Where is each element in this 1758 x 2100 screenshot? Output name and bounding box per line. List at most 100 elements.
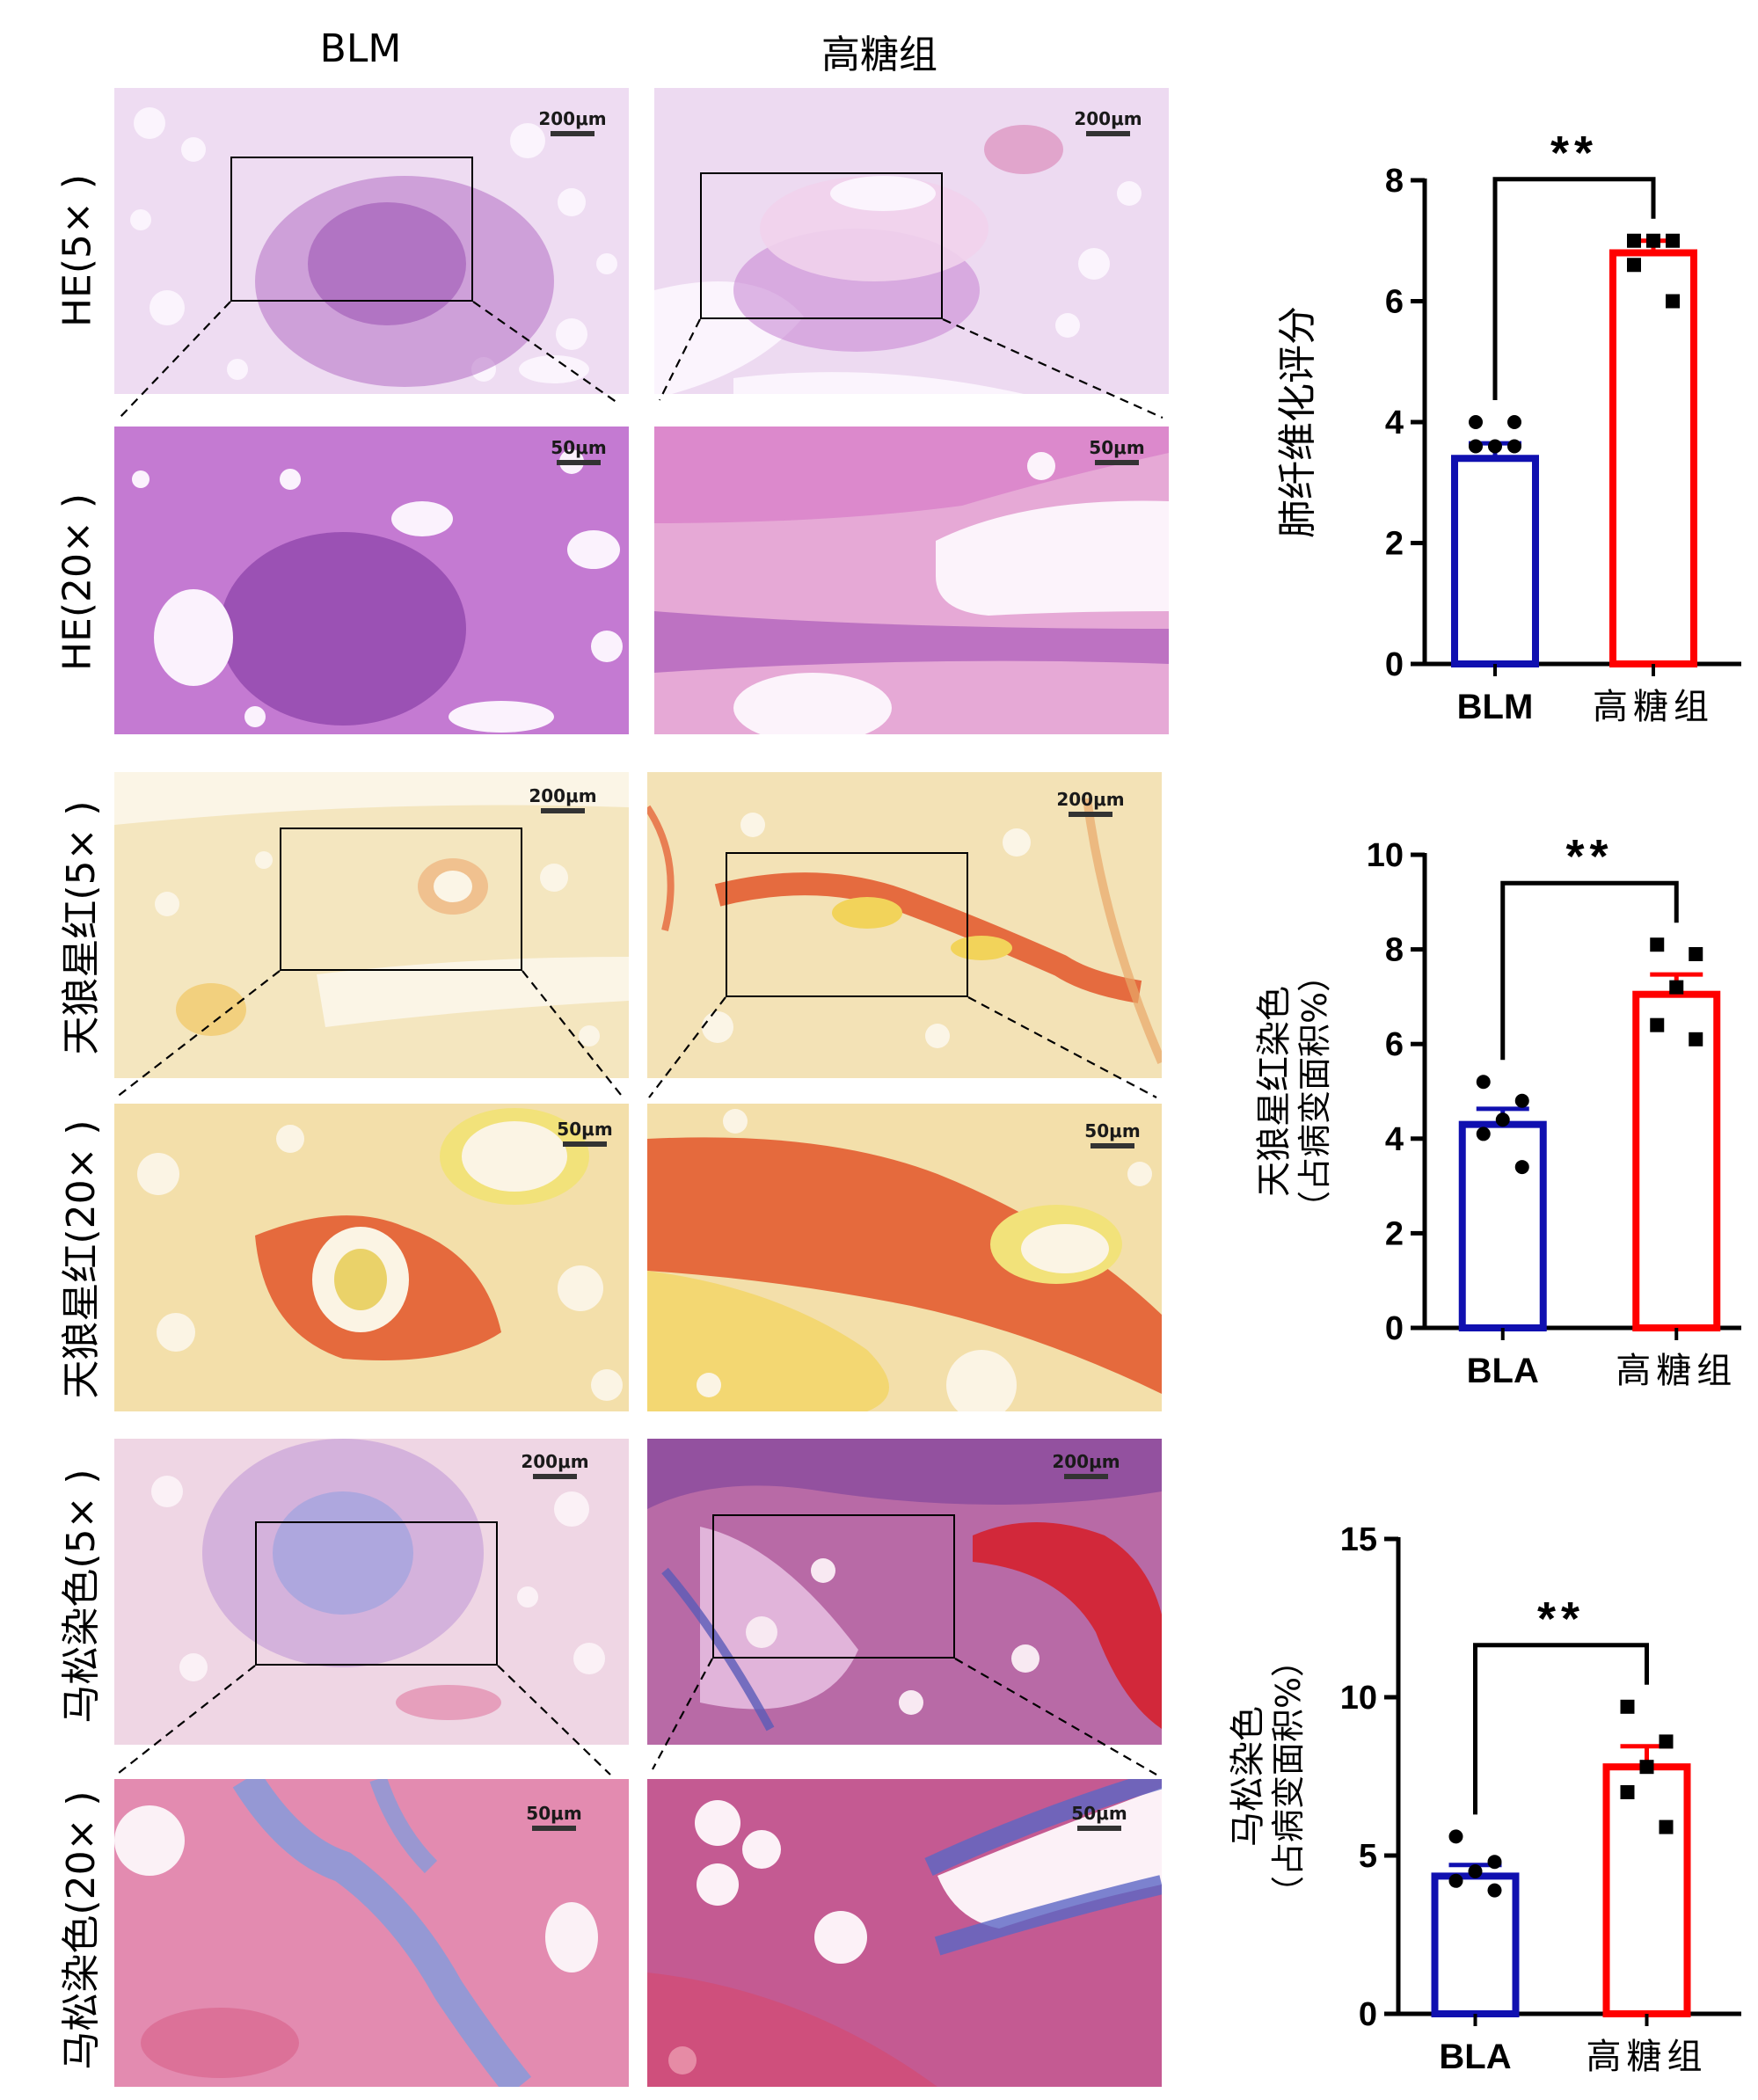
data-point — [1627, 233, 1641, 248]
scale-bar-200um: 200μm — [523, 785, 602, 813]
x-tick-label: BLA — [1467, 1352, 1539, 1390]
y-tick-label: 0 — [1385, 1310, 1404, 1347]
scale-bar-50um: 50μm — [519, 1803, 589, 1831]
scale-bar-200um: 200μm — [515, 1451, 595, 1479]
scale-bar-200um: 200μm — [1051, 789, 1130, 817]
micrograph-sirius-5x-blm — [114, 772, 629, 1078]
y-tick-label: 5 — [1359, 1838, 1377, 1875]
bar — [1451, 455, 1539, 667]
y-tick-label: 15 — [1340, 1521, 1377, 1558]
micrograph-he-5x-blm — [114, 88, 629, 394]
data-point — [1627, 258, 1641, 273]
roi-box-sirius-high-glucose — [726, 852, 968, 997]
data-point — [1487, 1883, 1502, 1898]
micrograph-masson-5x-blm — [114, 1439, 629, 1745]
bar-chart-masson: 0 5 10 15 马松染色 （占病变面积%） BLA 高糖组 ** — [1228, 1521, 1741, 2077]
roi-box-he-high-glucose — [700, 172, 943, 319]
scale-bar-50um: 50μm — [1077, 1120, 1148, 1148]
data-point — [1476, 1075, 1491, 1090]
significance-label: ** — [1537, 1593, 1585, 1645]
column-header-high-glucose: 高糖组 — [821, 33, 937, 77]
y-axis-subtitle: （占病变面积%） — [1269, 1644, 1308, 1909]
data-point — [1487, 1855, 1502, 1870]
data-point — [1669, 980, 1684, 995]
y-tick-label: 8 — [1385, 163, 1404, 200]
data-point — [1507, 415, 1521, 429]
scale-bar-200um: 200μm — [1069, 108, 1148, 136]
y-tick-label: 4 — [1385, 405, 1404, 441]
data-point — [1507, 439, 1521, 454]
micrograph-masson-20x-high-glucose — [647, 1779, 1162, 2087]
bar — [1609, 249, 1697, 667]
data-point — [1650, 937, 1665, 952]
bar — [1602, 1763, 1691, 2017]
scale-bar-50um: 50μm — [543, 437, 614, 465]
data-point — [1495, 1112, 1510, 1127]
data-point — [1650, 1017, 1665, 1032]
data-point — [1469, 439, 1483, 454]
bar — [1431, 1872, 1520, 2017]
data-point — [1448, 1829, 1463, 1844]
scale-bar-50um: 50μm — [1082, 437, 1152, 465]
data-point — [1468, 1864, 1483, 1878]
bar — [1458, 1120, 1547, 1331]
x-tick-label: BLA — [1439, 2038, 1511, 2076]
y-tick-label: 8 — [1385, 932, 1404, 969]
data-point — [1514, 1160, 1529, 1175]
y-tick-label: 10 — [1367, 837, 1404, 874]
y-tick-label: 2 — [1385, 1215, 1404, 1252]
y-tick-label: 4 — [1385, 1121, 1404, 1158]
y-tick-label: 6 — [1385, 284, 1404, 321]
data-point — [1620, 1699, 1635, 1714]
data-point — [1659, 1819, 1674, 1834]
y-tick-label: 6 — [1385, 1026, 1404, 1063]
roi-box-masson-high-glucose — [712, 1514, 955, 1659]
x-tick-label: BLM — [1457, 688, 1534, 726]
data-point — [1469, 415, 1483, 429]
scale-bar-200um: 200μm — [533, 108, 612, 136]
y-tick-label: 0 — [1385, 646, 1404, 683]
data-point — [1476, 1127, 1491, 1141]
bar — [1632, 990, 1721, 1332]
roi-box-he-blm — [230, 157, 473, 302]
data-point — [1514, 1093, 1529, 1108]
micrograph-sirius-5x-high-glucose — [647, 772, 1162, 1078]
data-point — [1646, 233, 1660, 248]
roi-box-sirius-blm — [280, 828, 522, 971]
x-tick-label: 高糖组 — [1593, 687, 1714, 727]
data-point — [1488, 439, 1502, 454]
micrograph-he-20x-blm — [114, 427, 629, 734]
significance-bracket — [1473, 1643, 1649, 1815]
y-tick-label: 0 — [1359, 1996, 1377, 2033]
significance-bracket — [1500, 880, 1679, 1061]
data-point — [1666, 233, 1680, 248]
data-point — [1639, 1760, 1654, 1775]
bar-chart-fibrosis-score: 0 2 4 6 8 肺纤维化评分 BLM 高糖组 ** — [1275, 127, 1741, 727]
scale-bar-50um: 50μm — [1064, 1803, 1134, 1831]
y-axis-title: 天狼星红染色 — [1254, 986, 1295, 1197]
roi-box-masson-blm — [255, 1521, 498, 1666]
micrograph-he-20x-high-glucose — [654, 427, 1169, 734]
y-axis-title: 马松染色 — [1228, 1706, 1268, 1847]
significance-label: ** — [1565, 830, 1613, 883]
scale-bar-50um: 50μm — [550, 1119, 620, 1147]
y-axis-title: 肺纤维化评分 — [1275, 306, 1320, 538]
data-point — [1689, 1032, 1703, 1046]
y-axis-subtitle: （占病变面积%） — [1295, 959, 1334, 1224]
x-tick-label: 高糖组 — [1587, 2037, 1708, 2077]
data-point — [1448, 1873, 1463, 1888]
micrograph-sirius-20x-high-glucose — [647, 1104, 1162, 1411]
data-point — [1620, 1785, 1635, 1799]
data-point — [1689, 946, 1703, 961]
y-tick-label: 2 — [1385, 526, 1404, 563]
scale-bar-200um: 200μm — [1047, 1451, 1126, 1479]
column-header-blm: BLM — [319, 26, 402, 71]
significance-label: ** — [1550, 127, 1598, 179]
micrograph-he-5x-high-glucose — [654, 88, 1169, 394]
bar-chart-sirius-red: 0 2 4 6 8 10 天狼星红染色 （占病变面积%） BLA 高糖组 ** — [1254, 830, 1741, 1391]
data-point — [1659, 1734, 1674, 1749]
micrograph-masson-5x-high-glucose — [647, 1439, 1162, 1745]
x-tick-label: 高糖组 — [1616, 1351, 1737, 1391]
data-point — [1666, 294, 1680, 309]
